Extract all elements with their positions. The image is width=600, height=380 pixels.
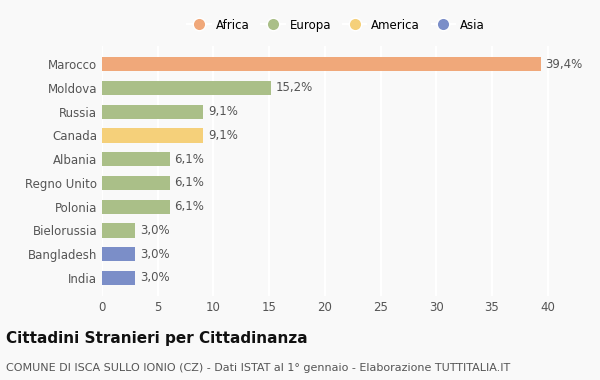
Bar xyxy=(102,57,541,71)
Text: 6,1%: 6,1% xyxy=(175,176,205,189)
Bar xyxy=(102,176,170,190)
Bar xyxy=(102,247,136,261)
Text: 9,1%: 9,1% xyxy=(208,105,238,118)
Text: 3,0%: 3,0% xyxy=(140,271,170,284)
Bar xyxy=(102,223,136,238)
Bar xyxy=(102,200,170,214)
Text: 3,0%: 3,0% xyxy=(140,224,170,237)
Bar xyxy=(102,271,136,285)
Bar xyxy=(102,152,170,166)
Bar xyxy=(102,128,203,142)
Text: 6,1%: 6,1% xyxy=(175,153,205,166)
Text: Cittadini Stranieri per Cittadinanza: Cittadini Stranieri per Cittadinanza xyxy=(6,331,308,345)
Bar xyxy=(102,81,271,95)
Text: 39,4%: 39,4% xyxy=(545,58,583,71)
Text: 3,0%: 3,0% xyxy=(140,248,170,261)
Text: COMUNE DI ISCA SULLO IONIO (CZ) - Dati ISTAT al 1° gennaio - Elaborazione TUTTIT: COMUNE DI ISCA SULLO IONIO (CZ) - Dati I… xyxy=(6,363,510,373)
Text: 15,2%: 15,2% xyxy=(276,81,313,94)
Bar xyxy=(102,105,203,119)
Legend: Africa, Europa, America, Asia: Africa, Europa, America, Asia xyxy=(182,14,490,36)
Text: 6,1%: 6,1% xyxy=(175,200,205,213)
Text: 9,1%: 9,1% xyxy=(208,129,238,142)
